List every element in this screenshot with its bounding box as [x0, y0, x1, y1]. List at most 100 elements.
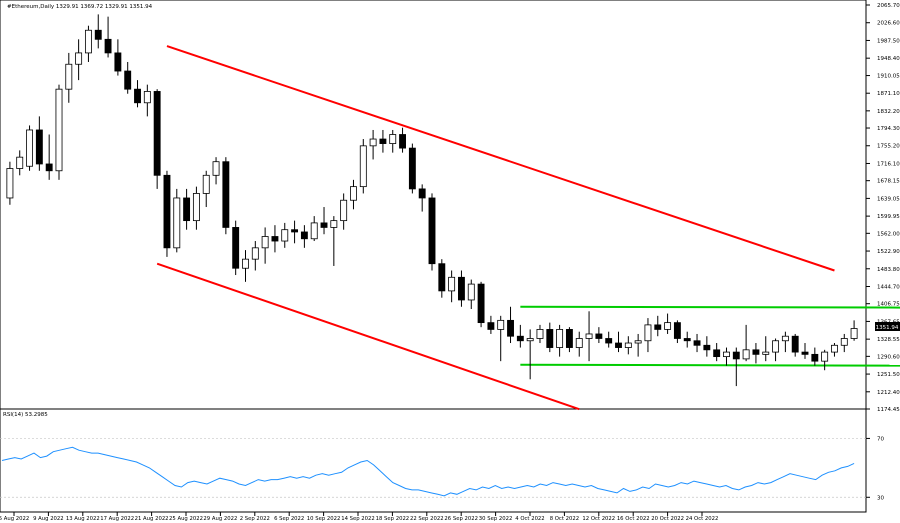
candle [134, 80, 141, 108]
candle [565, 327, 573, 353]
candle-body [644, 324, 652, 342]
candle [428, 193, 436, 271]
current-price-tag-box [875, 322, 900, 331]
candle-body [281, 229, 289, 242]
candle [153, 89, 161, 189]
candle-body [683, 338, 691, 342]
candle-body [163, 174, 171, 249]
candle [605, 331, 613, 348]
candle [840, 333, 848, 353]
candle-body [575, 338, 583, 348]
channel-line [520, 363, 900, 367]
rsi-series [1, 446, 855, 497]
candle-body [673, 322, 681, 339]
candle-body [781, 335, 789, 342]
candle [477, 281, 485, 328]
rsi-panel-frame [0, 408, 867, 513]
price-tick-label: 1678.15 [877, 179, 900, 185]
date-tick-label: 6 Sep 2022 [274, 516, 304, 522]
candle-body [850, 328, 858, 339]
candle [418, 184, 426, 212]
candle-body [458, 276, 465, 301]
candle-body [536, 329, 544, 339]
candle [585, 311, 593, 362]
candle-body [624, 342, 632, 348]
candle [634, 333, 642, 357]
candle [300, 225, 308, 248]
price-tick-label: 1639.05 [877, 196, 900, 202]
candle [624, 336, 632, 355]
candle-body [399, 134, 406, 149]
candle [320, 207, 328, 235]
candle-body [428, 197, 436, 265]
candle-body [448, 276, 456, 292]
candle-body [192, 193, 200, 222]
candle-body [526, 338, 534, 342]
candle-body [261, 236, 269, 249]
current-price-tag: 1351.94 [875, 322, 900, 331]
candle [713, 343, 721, 362]
candle-body [467, 283, 475, 301]
candle-body [300, 231, 308, 240]
date-tick-label: 4 Oct 2022 [515, 516, 544, 522]
channel-line [166, 45, 835, 272]
candle [458, 270, 465, 307]
candle-body [310, 222, 318, 240]
candle-body [477, 283, 485, 324]
candle-body [605, 338, 613, 344]
candle-body [654, 324, 662, 330]
candle [379, 129, 387, 153]
date-tick-label: 10 Sep 2022 [307, 516, 341, 522]
candle [281, 222, 289, 248]
candle-body [16, 156, 24, 169]
candle [546, 322, 554, 353]
candle-body [350, 186, 357, 201]
candle-body [713, 349, 721, 358]
candle [75, 39, 83, 81]
price-tick-label: 1948.40 [877, 56, 900, 62]
candle [693, 333, 701, 353]
candle-body [84, 29, 92, 54]
price-axis: 2065.70 2026.60 1987.50 1948.40 1910.05 1871.… [866, 3, 900, 413]
date-tick-label: 20 Oct 2022 [651, 516, 684, 522]
candle-body [232, 227, 240, 269]
candle-body [634, 340, 642, 344]
candle-body [595, 333, 603, 339]
candle [232, 220, 240, 276]
candle-body [742, 349, 750, 360]
price-tick-label: 1987.50 [877, 38, 900, 44]
candle [369, 129, 377, 160]
candle [271, 225, 279, 253]
candle-body [65, 63, 73, 90]
candle-body [418, 188, 426, 199]
date-tick-label: 26 Sep 2022 [444, 516, 478, 522]
date-tick-label: 25 Aug 2022 [169, 516, 203, 522]
candle [850, 320, 858, 341]
candle-body [732, 351, 740, 360]
candle [143, 84, 151, 117]
candle [507, 306, 514, 344]
candle-body [379, 138, 387, 144]
candle [114, 39, 122, 76]
candle [35, 116, 43, 171]
price-tick-label: 1251.50 [877, 372, 900, 378]
candle [359, 139, 367, 194]
candle-body [222, 161, 230, 228]
candle-body [791, 335, 799, 353]
candle [163, 170, 171, 257]
candle [791, 333, 799, 357]
price-tick-label: 1562.00 [877, 231, 900, 237]
candle-body [438, 263, 446, 292]
price-tick-label: 1212.40 [877, 390, 900, 396]
candle [673, 320, 681, 344]
candle [821, 349, 829, 371]
candle-body [408, 147, 416, 190]
price-tick-label: 1522.90 [877, 249, 900, 255]
candle [595, 327, 603, 344]
candle [242, 250, 249, 282]
candle-body [487, 322, 495, 330]
date-tick-label: 14 Sep 2022 [341, 516, 375, 522]
candle-body [114, 52, 122, 72]
date-tick-label: 18 Sep 2022 [376, 516, 410, 522]
